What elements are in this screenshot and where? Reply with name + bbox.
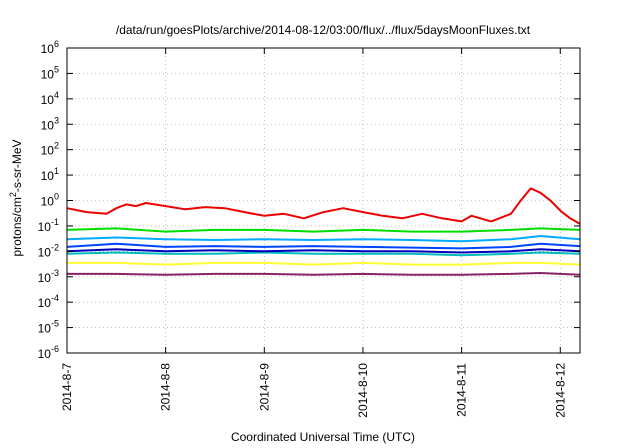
series-line-6	[66, 248, 581, 254]
y-tick-label: 10-4	[38, 293, 59, 310]
y-axis-ticks: 10-6 10-5 10-4 10-3 10-2 10-1 100 101 102 103 104 1…	[38, 39, 580, 361]
grid-lines	[67, 48, 580, 353]
series-line-7	[67, 261, 581, 266]
y-axis-label-base: protons/cm	[10, 197, 24, 256]
x-tick-label: 2014-8-9	[257, 363, 271, 411]
y-tick-label: 102	[41, 141, 59, 158]
chart-title: /data/run/goesPlots/archive/2014-08-12/0…	[116, 23, 531, 37]
series-line-5	[66, 251, 581, 257]
y-axis-label-rest: -s-sr-MeV	[10, 139, 24, 192]
x-tick-label: 2014-8-7	[60, 363, 74, 411]
y-tick-label: 103	[41, 115, 59, 132]
x-tick-label: 2014-8-12	[553, 363, 567, 418]
y-tick-label: 10-3	[38, 268, 59, 285]
y-tick-label: 10-2	[38, 242, 59, 259]
series-layer	[66, 187, 581, 276]
x-axis-label: Coordinated Universal Time (UTC)	[231, 430, 415, 444]
y-tick-label: 100	[41, 192, 59, 209]
y-tick-label: 104	[41, 90, 59, 107]
y-tick-label: 105	[41, 64, 59, 81]
series-line-1	[66, 187, 581, 225]
series-line-2	[66, 227, 581, 233]
x-tick-label: 2014-8-10	[356, 363, 370, 418]
x-tick-label: 2014-8-8	[159, 363, 173, 411]
series-line-3	[66, 235, 581, 243]
y-axis-label: protons/cm2-s-sr-MeV	[8, 139, 24, 256]
y-tick-label: 10-6	[38, 344, 59, 361]
y-tick-label: 101	[41, 166, 59, 183]
y-tick-label: 10-5	[38, 319, 59, 336]
x-tick-label: 2014-8-11	[455, 363, 469, 417]
y-tick-label: 106	[41, 39, 59, 56]
y-axis-label-sup: 2	[8, 192, 18, 197]
x-axis-ticks: 2014-8-7 2014-8-8 2014-8-9 2014-8-10 2014-8-…	[60, 48, 567, 418]
series-line-4	[66, 242, 581, 250]
series-line-8	[67, 272, 581, 276]
y-tick-label: 10-1	[38, 217, 59, 234]
